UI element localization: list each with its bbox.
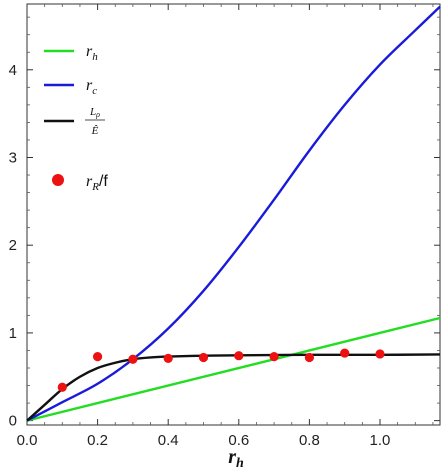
scatter-point-rr-over-f <box>234 351 244 361</box>
y-tick-label: 2 <box>9 237 17 254</box>
series-layer <box>26 5 441 422</box>
scatter-point-rr-over-f <box>92 351 103 362</box>
x-tick-label: 1.0 <box>370 432 391 449</box>
ticks: 0.0 0.2 0.4 0.6 0.8 1.0 0 1 2 3 4 <box>9 4 440 449</box>
legend-label: rR/f <box>86 173 108 193</box>
scatter-point-rr-over-f <box>163 353 173 363</box>
plot-frame <box>26 3 441 426</box>
x-tick-label: 0.6 <box>228 432 249 449</box>
scatter-point-rr-over-f <box>198 352 209 363</box>
scatter-point-rr-over-f <box>128 354 138 364</box>
x-tick-label: 0.4 <box>158 432 179 449</box>
x-axis-title: rh <box>228 446 244 469</box>
legend: rh rc Lρ ÊrR/f <box>44 43 108 193</box>
series-line-rc <box>26 5 441 422</box>
legend-label: rc <box>86 77 97 97</box>
x-tick-label: 0.2 <box>87 432 108 449</box>
scatter-point-rr-over-f <box>340 348 350 358</box>
scatter-point-rr-over-f <box>304 352 314 363</box>
x-axis-label: rh <box>228 446 244 469</box>
x-tick-label: 0.0 <box>17 432 38 449</box>
scatter-point-rr-over-f <box>269 351 279 362</box>
legend-label: rh <box>86 43 98 63</box>
x-tick-label: 0.8 <box>299 432 320 449</box>
legend-frac-denominator: Ê <box>91 125 99 137</box>
y-tick-label: 1 <box>9 325 17 342</box>
scatter-point-rr-over-f <box>57 382 67 392</box>
series-line-rh <box>26 316 441 422</box>
legend-frac-numerator: Lρ <box>89 106 100 119</box>
scatter-point-rr-over-f <box>375 349 385 359</box>
y-tick-label: 3 <box>9 149 17 166</box>
y-tick-label: 0 <box>9 413 17 430</box>
y-tick-label: 4 <box>9 62 17 79</box>
legend-swatch-rr <box>52 174 64 186</box>
